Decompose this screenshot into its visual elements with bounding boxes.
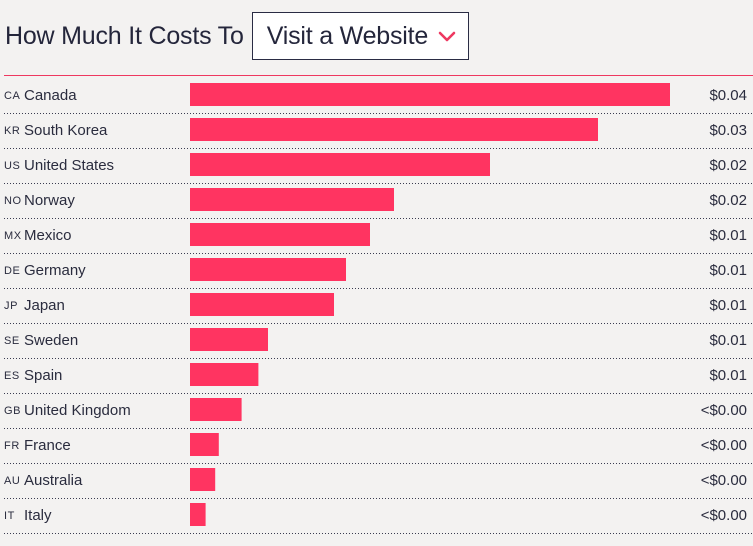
country-code-united-states: US — [4, 160, 20, 172]
value-label-united-states: $0.02 — [709, 157, 747, 174]
country-code-spain: ES — [4, 370, 20, 382]
category-label-norway: Norway — [24, 192, 75, 209]
country-code-japan: JP — [4, 300, 18, 312]
bar-japan — [190, 293, 334, 316]
bar-italy — [190, 503, 206, 526]
category-label-united-kingdom: United Kingdom — [24, 402, 131, 419]
bar-united-kingdom — [190, 398, 242, 421]
bar-france — [190, 433, 219, 456]
bar-mexico — [190, 223, 370, 246]
page-title: How Much It Costs To — [5, 21, 244, 50]
country-code-australia: AU — [4, 475, 20, 487]
bar-sweden — [190, 328, 268, 351]
value-label-italy: <$0.00 — [701, 507, 747, 524]
chevron-down-icon — [438, 31, 456, 42]
category-label-japan: Japan — [24, 297, 65, 314]
bar-germany — [190, 258, 346, 281]
value-label-south-korea: $0.03 — [709, 122, 747, 139]
category-label-france: France — [24, 437, 71, 454]
category-label-germany: Germany — [24, 262, 86, 279]
category-label-mexico: Mexico — [24, 227, 72, 244]
country-code-mexico: MX — [4, 230, 22, 242]
country-code-united-kingdom: GB — [4, 405, 21, 417]
value-label-germany: $0.01 — [709, 262, 747, 279]
value-label-united-kingdom: <$0.00 — [701, 402, 747, 419]
value-label-norway: $0.02 — [709, 192, 747, 209]
country-code-germany: DE — [4, 265, 20, 277]
category-label-italy: Italy — [24, 507, 52, 524]
bar-australia — [190, 468, 216, 491]
country-code-canada: CA — [4, 90, 21, 102]
value-label-canada: $0.04 — [709, 87, 747, 104]
country-code-sweden: SE — [4, 335, 20, 347]
country-code-france: FR — [4, 440, 20, 452]
country-code-italy: IT — [4, 510, 15, 522]
category-label-spain: Spain — [24, 367, 62, 384]
bar-spain — [190, 363, 259, 386]
bar-canada — [190, 83, 670, 106]
category-label-south-korea: South Korea — [24, 122, 108, 139]
bar-south-korea — [190, 118, 598, 141]
category-label-australia: Australia — [24, 472, 83, 489]
bar-united-states — [190, 153, 490, 176]
bar-norway — [190, 188, 394, 211]
activity-dropdown-label: Visit a Website — [266, 21, 429, 50]
activity-dropdown[interactable]: Visit a Website — [251, 12, 470, 60]
chart-header: How Much It Costs To Visit a Website — [0, 10, 753, 62]
value-label-spain: $0.01 — [709, 367, 747, 384]
country-code-south-korea: KR — [4, 125, 20, 137]
value-label-france: <$0.00 — [701, 437, 747, 454]
category-label-canada: Canada — [24, 87, 77, 104]
header-divider — [4, 75, 753, 76]
value-label-sweden: $0.01 — [709, 332, 747, 349]
value-label-mexico: $0.01 — [709, 227, 747, 244]
value-label-australia: <$0.00 — [701, 472, 747, 489]
category-label-united-states: United States — [24, 157, 114, 174]
value-label-japan: $0.01 — [709, 297, 747, 314]
category-label-sweden: Sweden — [24, 332, 78, 349]
country-code-norway: NO — [4, 195, 22, 207]
